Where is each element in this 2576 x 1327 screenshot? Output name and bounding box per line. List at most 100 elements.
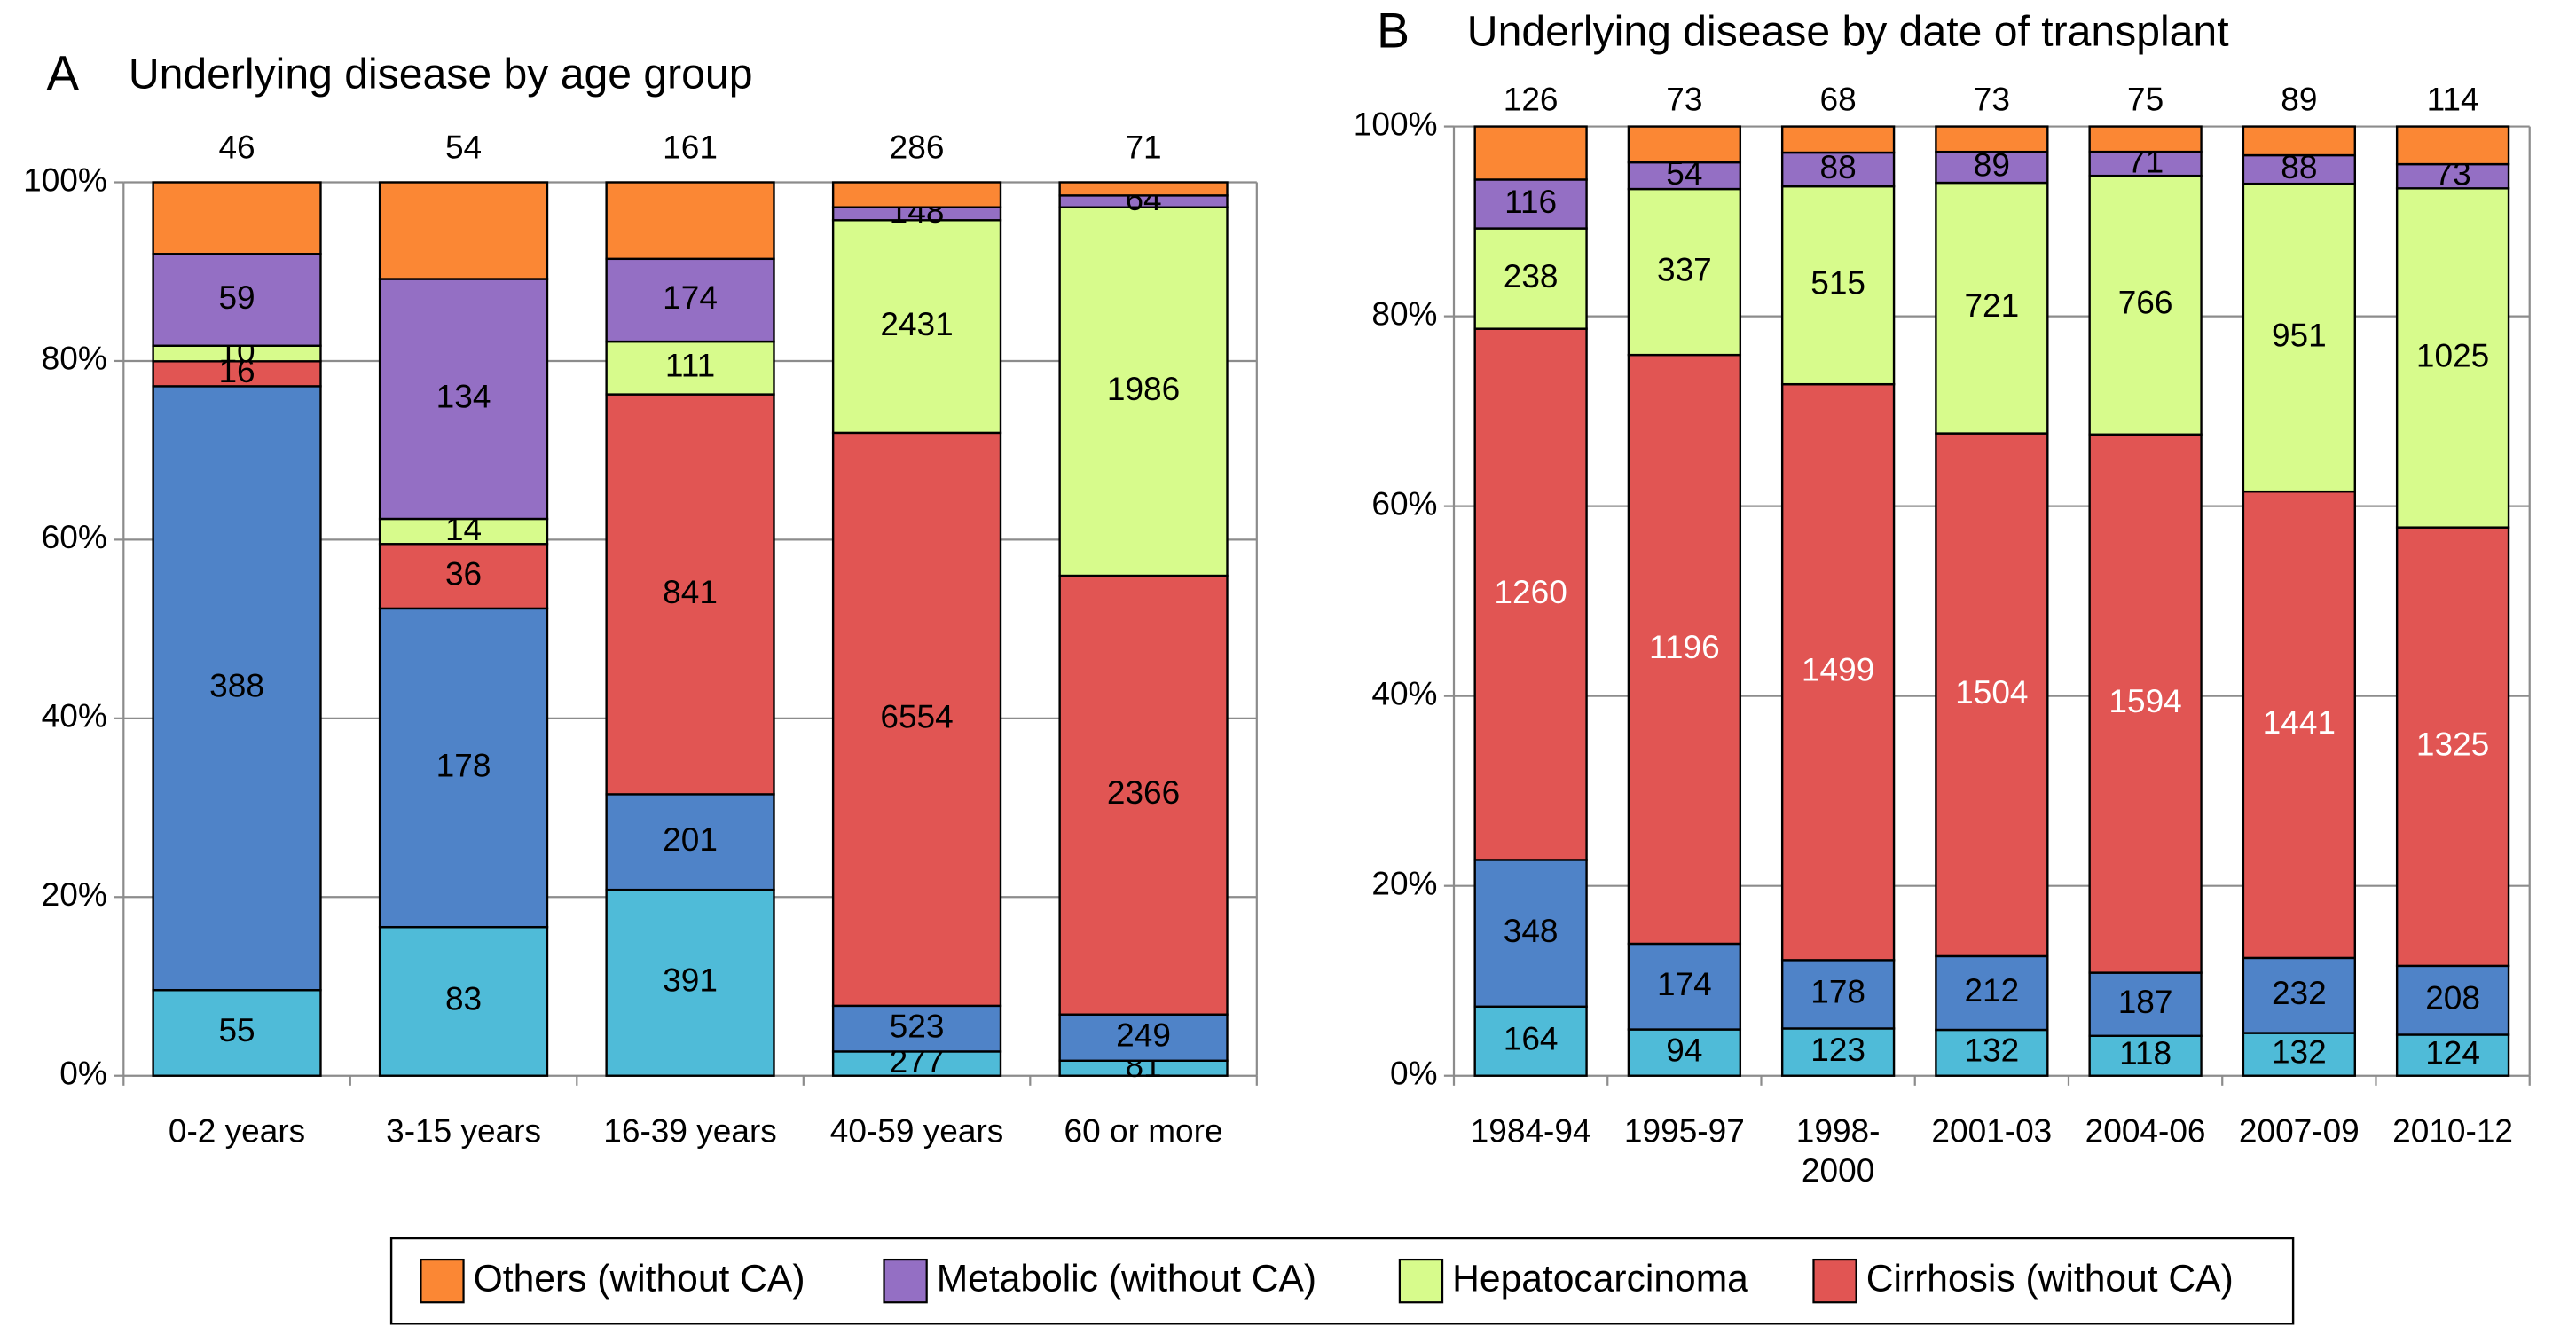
bar-segment — [2242, 490, 2357, 960]
bar-segment — [2395, 162, 2510, 190]
y-tick-label: 0% — [1390, 1055, 1438, 1092]
bar-segment — [1780, 151, 1896, 188]
bar-segment — [831, 219, 1002, 435]
bar-segment — [1780, 382, 1896, 962]
bar-segment — [1780, 1027, 1896, 1077]
data-label: 1986 — [1107, 370, 1180, 407]
x-tick-label: 2010-12 — [2392, 1111, 2513, 1149]
bar-segment — [2088, 433, 2203, 974]
data-label: 164 — [1504, 1020, 1559, 1057]
bar-segment — [152, 989, 322, 1077]
data-label: 2431 — [880, 305, 953, 342]
bar-segment — [378, 278, 549, 521]
legend-swatch — [1812, 1258, 1857, 1304]
x-tick-label: 2001-03 — [1931, 1111, 2052, 1149]
data-label: 388 — [209, 667, 264, 704]
data-label: 721 — [1964, 287, 2019, 324]
bar-segment — [2088, 150, 2203, 177]
bar-segment — [605, 340, 775, 396]
data-label: 54 — [445, 128, 482, 165]
x-tick-label: 1995-97 — [1624, 1111, 1745, 1149]
data-label: 1504 — [1955, 673, 2028, 711]
data-label: 1325 — [2416, 726, 2489, 763]
y-tick-label: 100% — [23, 161, 107, 198]
bar-segment — [1473, 1005, 1588, 1077]
data-label: 1499 — [1802, 651, 1874, 688]
bar-segment — [378, 543, 549, 610]
x-tick-label: 2007-09 — [2239, 1111, 2360, 1149]
bar-segment — [1058, 181, 1229, 197]
data-label: 71 — [1125, 128, 1161, 165]
data-label: 55 — [218, 1011, 255, 1048]
data-label: 766 — [2118, 284, 2173, 321]
data-label: 174 — [663, 279, 718, 316]
y-tick-label: 20% — [1371, 864, 1437, 901]
data-label: 201 — [663, 821, 718, 858]
bar-segment — [831, 1004, 1002, 1053]
bar-segment — [2395, 125, 2510, 166]
data-label: 161 — [663, 128, 718, 165]
data-label: 1441 — [2263, 703, 2336, 741]
bar-segment — [1058, 574, 1229, 1016]
bar-segment — [2088, 174, 2203, 436]
data-label: 126 — [1504, 81, 1559, 118]
bar-segment — [1473, 227, 1588, 330]
data-label: 118 — [2119, 1034, 2172, 1072]
data-label: 1196 — [1649, 628, 1720, 665]
bar-segment — [1935, 432, 2049, 958]
y-tick-label: 100% — [1354, 105, 1438, 142]
y-tick-label: 0% — [59, 1055, 106, 1092]
legend-box — [389, 1237, 2295, 1325]
x-tick-label: 40-59 years — [830, 1111, 1003, 1149]
legend-swatch — [420, 1258, 465, 1304]
data-label: 178 — [1810, 973, 1865, 1010]
bar-segment — [2242, 1032, 2357, 1077]
bar-segment — [1627, 125, 1742, 164]
data-label: 2366 — [1107, 773, 1180, 811]
x-tick-label: 0-2 years — [169, 1111, 305, 1149]
bar-segment — [1473, 327, 1588, 861]
y-tick-label: 20% — [42, 876, 107, 913]
bar-segment — [378, 607, 549, 929]
y-tick-label: 60% — [42, 518, 107, 555]
bar-segment — [605, 793, 775, 891]
data-label: 83 — [445, 980, 482, 1017]
bar-segment — [605, 257, 775, 343]
bar-segment — [152, 181, 322, 255]
data-label: 132 — [1964, 1032, 2019, 1069]
y-tick-label: 80% — [1371, 294, 1437, 332]
chart-title: Underlying disease by date of transplant — [1467, 8, 2229, 56]
x-tick-label: 3-15 years — [386, 1111, 541, 1149]
bar-segment — [152, 385, 322, 992]
data-label: 46 — [218, 128, 255, 165]
data-label: 94 — [1666, 1031, 1702, 1068]
bar-segment — [2088, 1034, 2203, 1077]
data-label: 68 — [1820, 81, 1857, 118]
bar-segment — [2395, 1033, 2510, 1077]
bar-segment — [2242, 125, 2357, 157]
x-tick-label: 60 or more — [1064, 1111, 1223, 1149]
data-label: 36 — [445, 554, 482, 592]
data-label: 212 — [1964, 971, 2019, 1009]
x-tick-label: 1998-2000 — [1796, 1111, 1881, 1188]
bar-segment — [2242, 956, 2357, 1034]
panel-label: B — [1377, 4, 1410, 59]
data-label: 951 — [2272, 316, 2327, 353]
chart-title: Underlying disease by age group — [129, 51, 753, 98]
bar-segment — [1627, 161, 1742, 191]
data-label: 232 — [2272, 974, 2327, 1011]
legend-label: Others (without CA) — [474, 1257, 805, 1300]
bar-segment — [1473, 178, 1588, 230]
x-tick-label: 1984-94 — [1471, 1111, 1591, 1149]
legend-swatch — [883, 1258, 928, 1304]
x-tick-label: 16-39 years — [603, 1111, 776, 1149]
data-label: 132 — [2272, 1033, 2327, 1070]
bar-segment — [1058, 1013, 1229, 1062]
x-tick-label: 2004-06 — [2085, 1111, 2206, 1149]
legend-label: Metabolic (without CA) — [937, 1257, 1316, 1300]
data-label: 337 — [1657, 250, 1712, 287]
legend-swatch — [1398, 1258, 1444, 1304]
data-label: 174 — [1657, 965, 1712, 1002]
bar-segment — [1627, 353, 1742, 946]
data-label: 1260 — [1494, 573, 1567, 610]
